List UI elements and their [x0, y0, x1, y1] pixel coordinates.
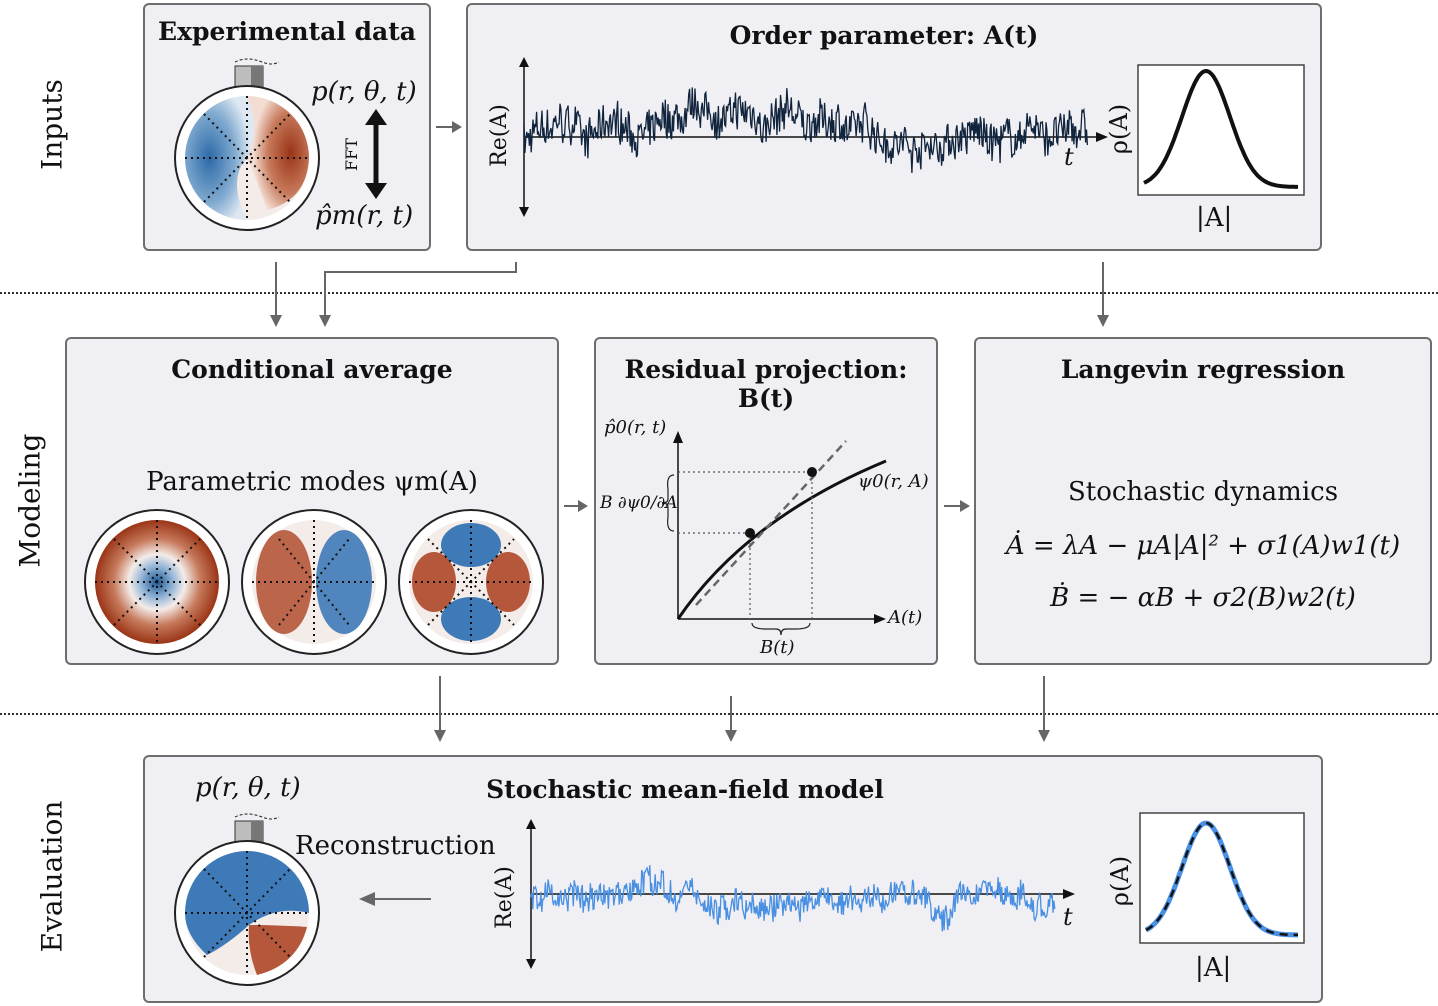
b-of-t-brace-label: B(t) [760, 637, 795, 658]
psi0-curve-label: ψ0(r, A) [858, 471, 929, 492]
row-label-evaluation: Evaluation [35, 800, 69, 953]
pdf-xlabel: |A| [1195, 953, 1232, 983]
signal-xlabel: t [1064, 143, 1074, 171]
pdf-xlabel: |A| [1196, 203, 1233, 233]
panel-title: Langevin regression [1060, 355, 1346, 384]
fft-double-arrow [365, 109, 387, 199]
signal-ylabel: Re(A) [486, 104, 512, 167]
signal-xlabel: t [1063, 903, 1073, 931]
experimental-sensor-disk [174, 58, 320, 231]
model-pdf-plot [1139, 812, 1305, 944]
equation-b-dot: Ḃ = − αB + σ2(B)w2(t) [1050, 583, 1356, 613]
p-hat-label: p̂m(r, t) [315, 201, 414, 231]
separator-inputs-modeling [0, 292, 1438, 294]
row-label-inputs: Inputs [35, 79, 69, 170]
panel-langevin-regression: Langevin regression Stochastic dynamics … [974, 337, 1432, 665]
parametric-modes-label: Parametric modes ψm(A) [146, 467, 478, 497]
equation-a-dot: Ȧ = λA − μA|A|² + σ1(A)w1(t) [1005, 531, 1401, 561]
signal-trace [530, 865, 1056, 932]
panel-experimental-data: Experimental data p(r, θ, t) FFT [143, 3, 431, 251]
row-label-modeling: Modeling [13, 433, 47, 568]
panel-conditional-average: Conditional average Parametric modes ψm(… [65, 337, 559, 665]
p-r-theta-t-label: p(r, θ, t) [195, 773, 301, 803]
p-r-theta-t-label: p(r, θ, t) [311, 77, 417, 107]
panel-title: Order parameter: A(t) [729, 21, 1039, 50]
residual-projection-plot [661, 431, 887, 636]
pdf-ylabel: ρ(A) [1106, 855, 1135, 907]
panel-title: Residual projection: B(t) [624, 355, 908, 413]
stochastic-dynamics-label: Stochastic dynamics [1067, 477, 1339, 507]
panel-residual-projection: Residual projection: B(t) p̂0(r, t) A(t)… [594, 337, 938, 665]
reconstruction-arrow [359, 892, 431, 906]
model-signal-plot [526, 819, 1075, 969]
panel-title: Conditional average [171, 355, 453, 384]
derivative-label: B ∂ψ0/∂A [600, 493, 678, 513]
panel-order-parameter: Order parameter: A(t) Re(A) t ρ(A) |A| [466, 3, 1322, 251]
reconstructed-sensor-disk [174, 813, 320, 986]
order-parameter-signal-plot [519, 57, 1108, 217]
phat0-axis-label: p̂0(r, t) [604, 417, 667, 438]
fft-label: FFT [341, 138, 361, 171]
parametric-mode-disks [84, 509, 544, 655]
panel-title: Stochastic mean-field model [486, 775, 884, 804]
separator-modeling-evaluation [0, 713, 1438, 715]
panel-stochastic-mean-field-model: Stochastic mean-field model p(r, θ, t) R… [143, 755, 1323, 1003]
a-of-t-axis-label: A(t) [888, 607, 923, 628]
order-parameter-pdf-plot [1137, 64, 1305, 196]
reconstruction-label: Reconstruction [295, 831, 496, 861]
pdf-ylabel: ρ(A) [1105, 103, 1134, 155]
signal-ylabel: Re(A) [491, 866, 517, 929]
signal-trace [523, 87, 1089, 174]
panel-title: Experimental data [158, 17, 416, 46]
